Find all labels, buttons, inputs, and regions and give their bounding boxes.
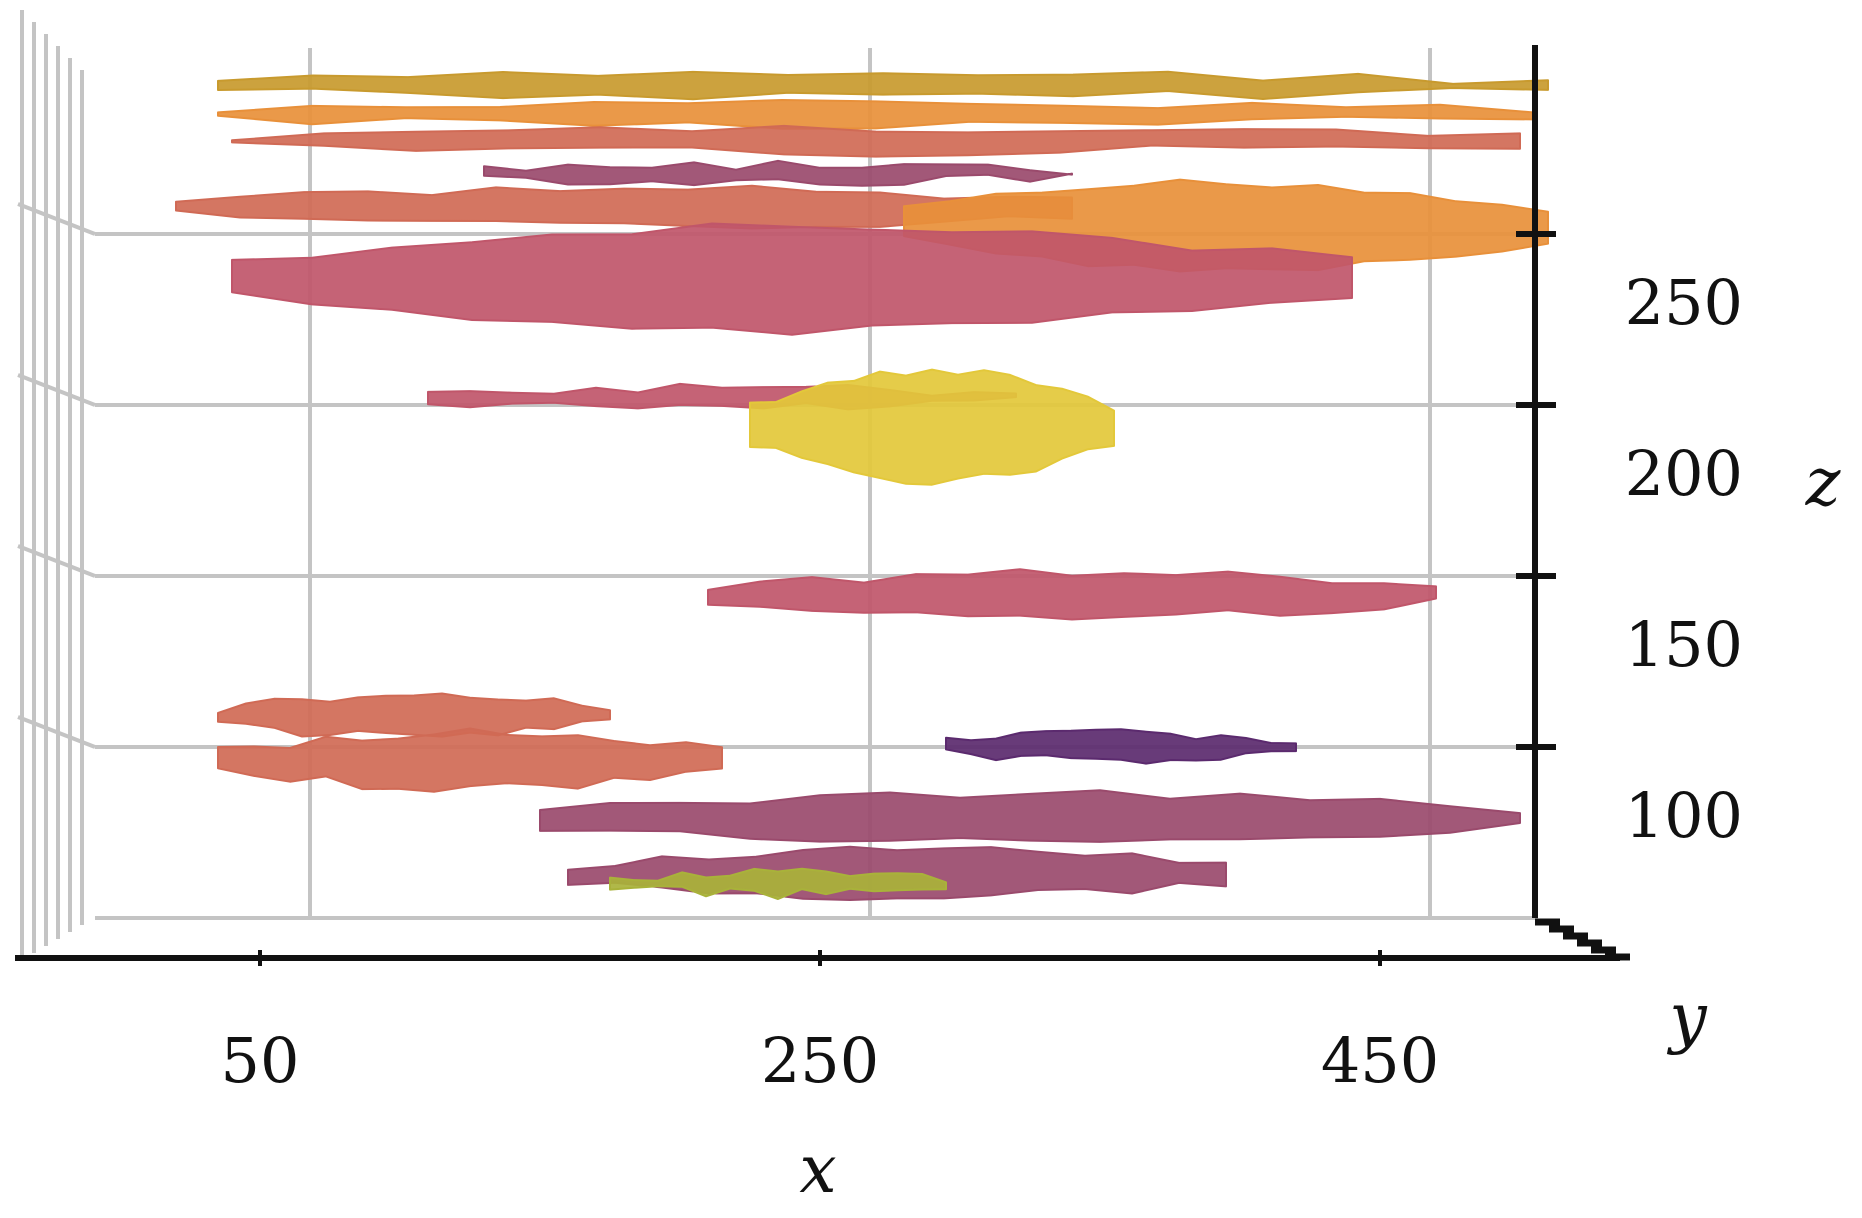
surface-2 [231, 124, 1521, 158]
surface-6 [231, 222, 1353, 336]
surface-15 [609, 867, 947, 900]
surface-8 [749, 368, 1115, 486]
x-tick-label: 250 [761, 1024, 879, 1097]
grid-layer [17, 10, 1538, 960]
x-tick-label: 450 [1321, 1024, 1439, 1097]
x-axis-label: x [799, 1131, 836, 1208]
surface-0 [217, 70, 1549, 101]
surface-13 [539, 789, 1521, 843]
surface-10 [217, 692, 611, 738]
z-tick-label: 250 [1625, 266, 1743, 339]
surface-1 [217, 99, 1535, 130]
y-axis-label: y [1666, 979, 1707, 1056]
z-tick-label: 100 [1625, 779, 1743, 852]
surface-9 [707, 568, 1437, 621]
z-tick-label: 150 [1625, 608, 1743, 681]
surface-layer [175, 70, 1549, 901]
surface-12 [945, 728, 1297, 765]
axis-layer: 100 150 200 250 50 250 450 [15, 45, 1743, 1097]
surface-3 [483, 159, 1073, 187]
z-tick-label: 200 [1625, 437, 1743, 510]
z-axis-label: z [1805, 444, 1842, 521]
x-tick-label: 50 [221, 1024, 300, 1097]
surface-11 [217, 727, 723, 793]
label-layer: x y z [799, 444, 1841, 1208]
